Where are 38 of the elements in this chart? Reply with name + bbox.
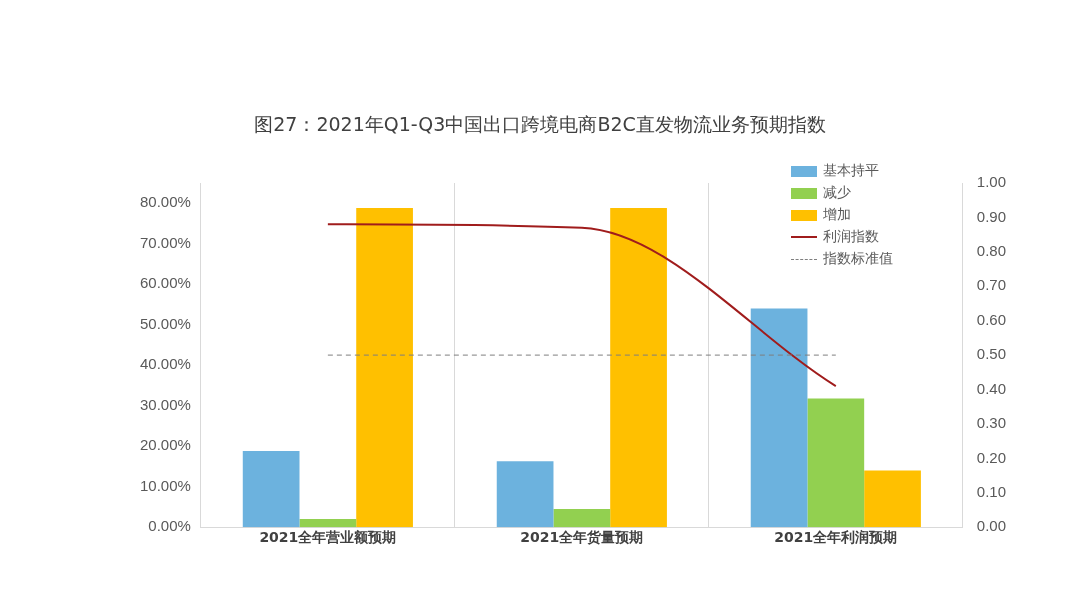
y-tick-label: 30.00% [140, 395, 191, 413]
y2-tick-label: 0.30 [976, 414, 1007, 432]
x-tick-label: 2021全年利润预期 [774, 529, 898, 546]
y-tick-label: 40.00% [140, 355, 191, 373]
y2-tick-label: 0.40 [976, 379, 1007, 397]
y-tick-label: 0.00% [148, 517, 191, 535]
bar [553, 508, 611, 528]
y-tick-label: 10.00% [140, 476, 191, 494]
y2-tick-label: 0.00 [976, 517, 1007, 535]
x-tick-label: 2021全年货量预期 [520, 529, 644, 546]
y-tick-label: 60.00% [140, 274, 191, 292]
bar [610, 208, 667, 528]
y2-tick-label: 0.50 [976, 345, 1007, 363]
y-tick-label: 80.00% [140, 193, 191, 211]
y-tick-label: 20.00% [140, 436, 191, 454]
y-tick-label: 70.00% [140, 233, 191, 251]
y2-tick-label: 0.20 [976, 448, 1007, 466]
legend-label: 基本持平 [822, 162, 879, 178]
bar [750, 308, 808, 528]
bar [807, 398, 865, 528]
y2-tick-label: 0.80 [976, 241, 1007, 259]
y-tick-label: 50.00% [140, 314, 191, 332]
bar [242, 451, 300, 528]
y2-tick-label: 1.00 [976, 173, 1007, 191]
bar [496, 461, 554, 528]
y2-tick-label: 0.60 [976, 310, 1007, 328]
legend-label: 指数标准值 [822, 250, 893, 266]
bar [864, 470, 921, 528]
x-tick-label: 2021全年营业额预期 [259, 529, 397, 546]
legend-label: 增加 [822, 206, 851, 222]
y2-tick-label: 0.90 [976, 207, 1007, 225]
chart-title: 图27：2021年Q1-Q3中国出口跨境电商B2C直发物流业务预期指数 [253, 112, 827, 137]
bar [356, 208, 413, 528]
y2-tick-label: 0.10 [976, 482, 1007, 500]
legend-label: 利润指数 [822, 228, 879, 244]
legend-label: 减少 [822, 184, 851, 200]
bar [299, 519, 357, 528]
y2-tick-label: 0.70 [976, 276, 1007, 294]
